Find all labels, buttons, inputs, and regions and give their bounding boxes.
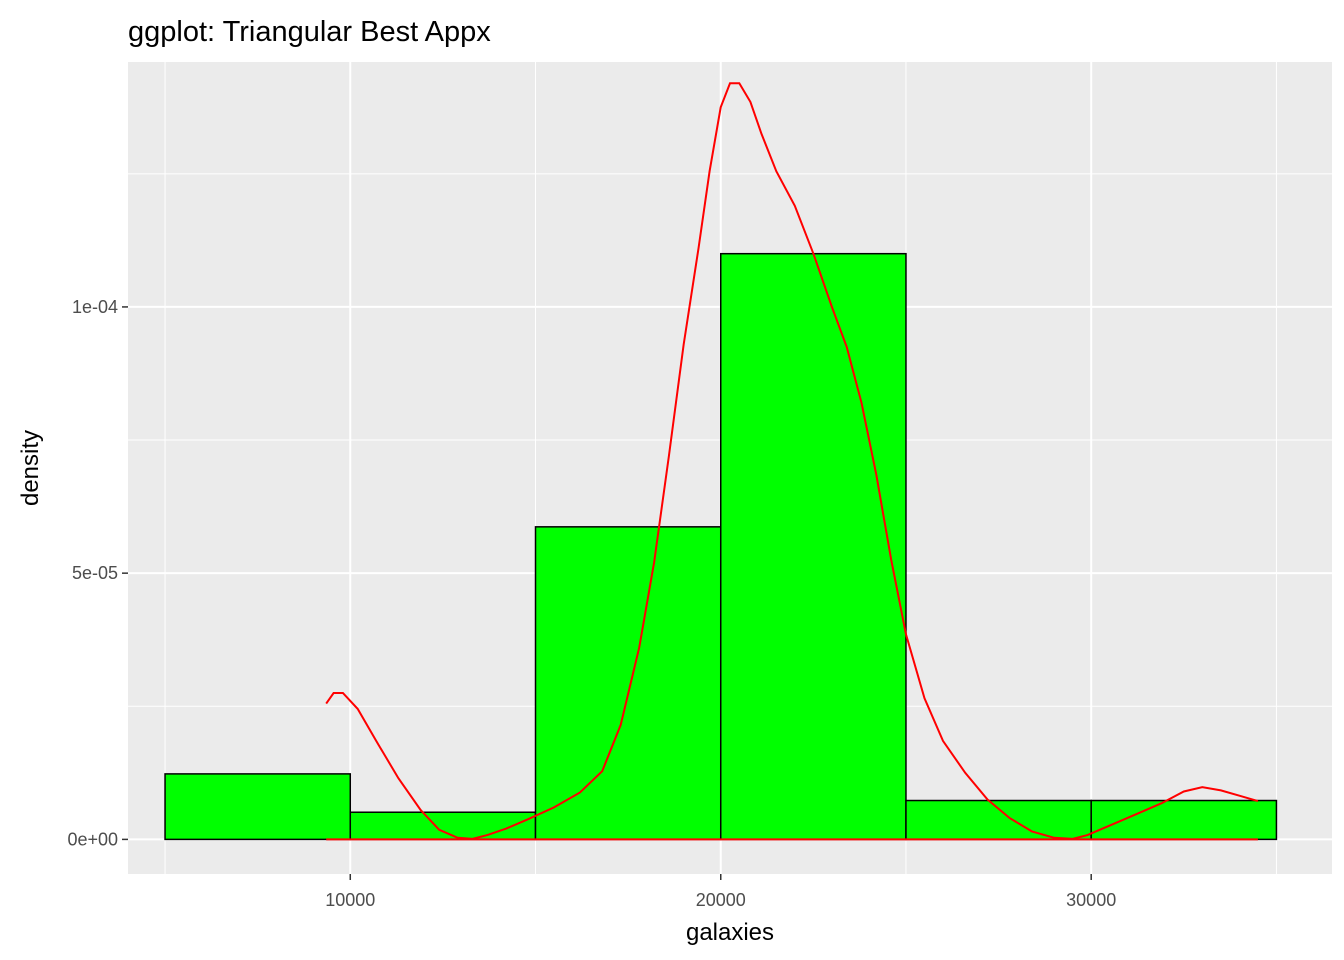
y-axis-title: density	[17, 430, 44, 506]
x-tick-labels: 10000 20000 30000	[325, 890, 1116, 910]
y-tick-labels: 0e+00 5e-05 1e-04	[67, 297, 118, 849]
x-tick-label: 20000	[696, 890, 746, 910]
histogram-bar	[534, 526, 722, 841]
x-tick-label: 30000	[1066, 890, 1116, 910]
histogram-bars	[164, 252, 1278, 841]
y-tick-label: 1e-04	[72, 297, 118, 317]
histogram-bar	[1090, 799, 1278, 841]
axis-ticks	[122, 306, 1092, 880]
chart-title: ggplot: Triangular Best Appx	[128, 16, 491, 48]
y-tick-label: 5e-05	[72, 563, 118, 583]
histogram-bar	[905, 799, 1092, 841]
y-tick-label: 0e+00	[67, 829, 118, 849]
histogram-bar	[349, 811, 537, 841]
density-curve	[325, 82, 1259, 840]
x-tick-label: 10000	[325, 890, 375, 910]
histogram-bar	[719, 252, 907, 841]
histogram-bar	[164, 773, 352, 841]
x-axis-title: galaxies	[686, 919, 774, 946]
